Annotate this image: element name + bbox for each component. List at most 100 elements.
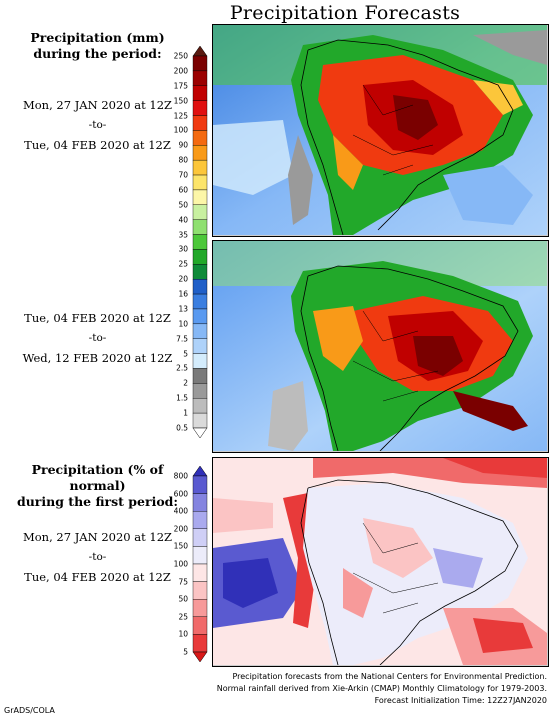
period1-dates: Mon, 27 JAN 2020 at 12Z -to- Tue, 04 FEB…: [10, 98, 185, 152]
precip-colorbar-tick-label: 1.5: [176, 393, 188, 403]
normal-colorbar-tick-label: 75: [178, 577, 188, 587]
precip-colorbar-tick-label: 100: [173, 125, 188, 135]
normal-colorbar-swatch: [192, 528, 208, 547]
precip-colorbar-tick-label: 125: [173, 111, 188, 121]
precip-colorbar-swatch: [192, 353, 208, 369]
precip-colorbar-labels: 250 200 175 150 125 100 90 80 70 60 50 40 35 30 25 20 16…: [160, 46, 188, 436]
grads-credit: GrADS/COLA: [4, 706, 55, 715]
normal-colorbar-swatch: [192, 563, 208, 582]
precip-colorbar-tick-label: 50: [178, 200, 188, 210]
precip-colorbar-swatch: [192, 85, 208, 101]
precip-colorbar-tick-label: 16: [178, 289, 188, 299]
precip-colorbar-swatch: [192, 412, 208, 429]
period3-sep: -to-: [88, 551, 107, 563]
normal-colorbar-swatch: [192, 546, 208, 565]
normal-colorbar-tick-label: 800: [173, 471, 188, 481]
normal-colorbar-swatch: [192, 581, 208, 600]
precip-colorbar-swatch: [192, 100, 208, 116]
precip-colorbar-tick-label: 20: [178, 274, 188, 284]
precip-colorbar-swatch: [192, 55, 208, 72]
normal-colorbar: [192, 466, 208, 662]
footnote-line2: Normal rainfall derived from Xie-Arkin (…: [216, 684, 547, 693]
precip-colorbar-tick-label: 80: [178, 155, 188, 165]
normal-colorbar-swatch: [192, 598, 208, 617]
precip-colorbar-swatch: [192, 145, 208, 161]
precip-colorbar-tick-label: 5: [183, 349, 188, 359]
precip-map-period2: [212, 240, 549, 453]
precip-colorbar-swatch: [192, 234, 208, 250]
precip-colorbar-bottom-arrow: [192, 427, 208, 438]
precip-colorbar-tick-label: 35: [178, 230, 188, 240]
normal-colorbar-swatch: [192, 475, 208, 494]
precip-colorbar-swatch: [192, 398, 208, 414]
period2-dates: Tue, 04 FEB 2020 at 12Z -to- Wed, 12 FEB…: [10, 311, 185, 365]
precip-colorbar: [192, 46, 208, 438]
normal-colorbar-swatch: [192, 493, 208, 512]
precip-colorbar-tick-label: 40: [178, 215, 188, 225]
precip-colorbar-tick-label: 200: [173, 66, 188, 76]
precip-colorbar-swatch: [192, 293, 208, 310]
normal-colorbar-tick-label: 200: [173, 524, 188, 534]
page-title: Precipitation Forecasts: [229, 2, 461, 24]
period3-dates: Mon, 27 JAN 2020 at 12Z -to- Tue, 04 FEB…: [10, 530, 185, 584]
period2-sep: -to-: [88, 332, 107, 344]
precip-colorbar-swatch: [192, 383, 208, 399]
precip-colorbar-top-arrow: [192, 46, 208, 57]
normal-colorbar-tick-label: 150: [173, 541, 188, 551]
precip-colorbar-tick-label: 10: [178, 319, 188, 329]
precip-colorbar-swatch: [192, 189, 208, 205]
period3-end: Tue, 04 FEB 2020 at 12Z: [24, 570, 171, 584]
precip-colorbar-tick-label: 60: [178, 185, 188, 195]
normal-colorbar-bottom-arrow: [192, 651, 208, 662]
normal-colorbar-tick-label: 5: [183, 647, 188, 657]
precip-heading-line2: during the period:: [33, 46, 162, 61]
normal-colorbar-tick-label: 10: [178, 629, 188, 639]
normal-colorbar-tick-label: 400: [173, 506, 188, 516]
normal-colorbar-swatch: [192, 634, 208, 653]
precip-heading: Precipitation (mm) during the period:: [10, 30, 185, 62]
normal-heading-line1: Precipitation (% of normal): [31, 462, 164, 493]
period1-start: Mon, 27 JAN 2020 at 12Z: [22, 98, 173, 112]
precip-colorbar-swatch: [192, 70, 208, 86]
precip-colorbar-swatch: [192, 278, 208, 295]
period1-sep: -to-: [88, 119, 107, 131]
precip-colorbar-swatch: [192, 308, 208, 325]
precip-colorbar-tick-label: 25: [178, 259, 188, 269]
precip-colorbar-swatch: [192, 174, 208, 191]
footnote-line1: Precipitation forecasts from the Nationa…: [232, 672, 547, 681]
period2-start: Tue, 04 FEB 2020 at 12Z: [24, 311, 171, 325]
precip-colorbar-swatch: [192, 264, 208, 280]
precip-colorbar-swatch: [192, 219, 208, 235]
precip-colorbar-swatch: [192, 323, 208, 339]
precip-colorbar-tick-label: 90: [178, 140, 188, 150]
normal-heading-line2: during the first period:: [16, 494, 179, 509]
footnote: Precipitation forecasts from the Nationa…: [217, 671, 547, 707]
footnote-line3: Forecast Initialization Time: 12Z27JAN20…: [374, 696, 547, 705]
precip-colorbar-tick-label: 13: [178, 304, 188, 314]
precip-colorbar-tick-label: 2.5: [176, 363, 188, 373]
normal-colorbar-swatch: [192, 616, 208, 635]
normal-heading: Precipitation (% of normal) during the f…: [10, 462, 185, 510]
precip-colorbar-swatch: [192, 368, 208, 384]
precip-colorbar-swatch: [192, 204, 208, 220]
precip-colorbar-tick-label: 1: [183, 408, 188, 418]
precip-colorbar-tick-label: 150: [173, 96, 188, 106]
normal-colorbar-swatch: [192, 511, 208, 530]
precip-heading-line1: Precipitation (mm): [30, 30, 165, 45]
normal-colorbar-top-arrow: [192, 466, 208, 477]
precip-colorbar-tick-label: 2: [183, 378, 188, 388]
precip-map-period1: [212, 24, 549, 237]
normal-colorbar-tick-label: 25: [178, 612, 188, 622]
precip-colorbar-swatch: [192, 130, 208, 146]
normal-colorbar-tick-label: 100: [173, 559, 188, 569]
precip-colorbar-swatch: [192, 159, 208, 176]
precip-colorbar-tick-label: 7.5: [176, 334, 188, 344]
precip-colorbar-tick-label: 175: [173, 81, 188, 91]
period2-end: Wed, 12 FEB 2020 at 12Z: [22, 351, 173, 365]
period1-end: Tue, 04 FEB 2020 at 12Z: [24, 138, 171, 152]
period3-start: Mon, 27 JAN 2020 at 12Z: [22, 530, 173, 544]
normal-percent-map: [212, 457, 549, 667]
precip-colorbar-tick-label: 30: [178, 244, 188, 254]
normal-colorbar-labels: 800 600 400 200 150 100 75 50 25 10 5: [160, 468, 188, 658]
precip-colorbar-tick-label: 250: [173, 51, 188, 61]
